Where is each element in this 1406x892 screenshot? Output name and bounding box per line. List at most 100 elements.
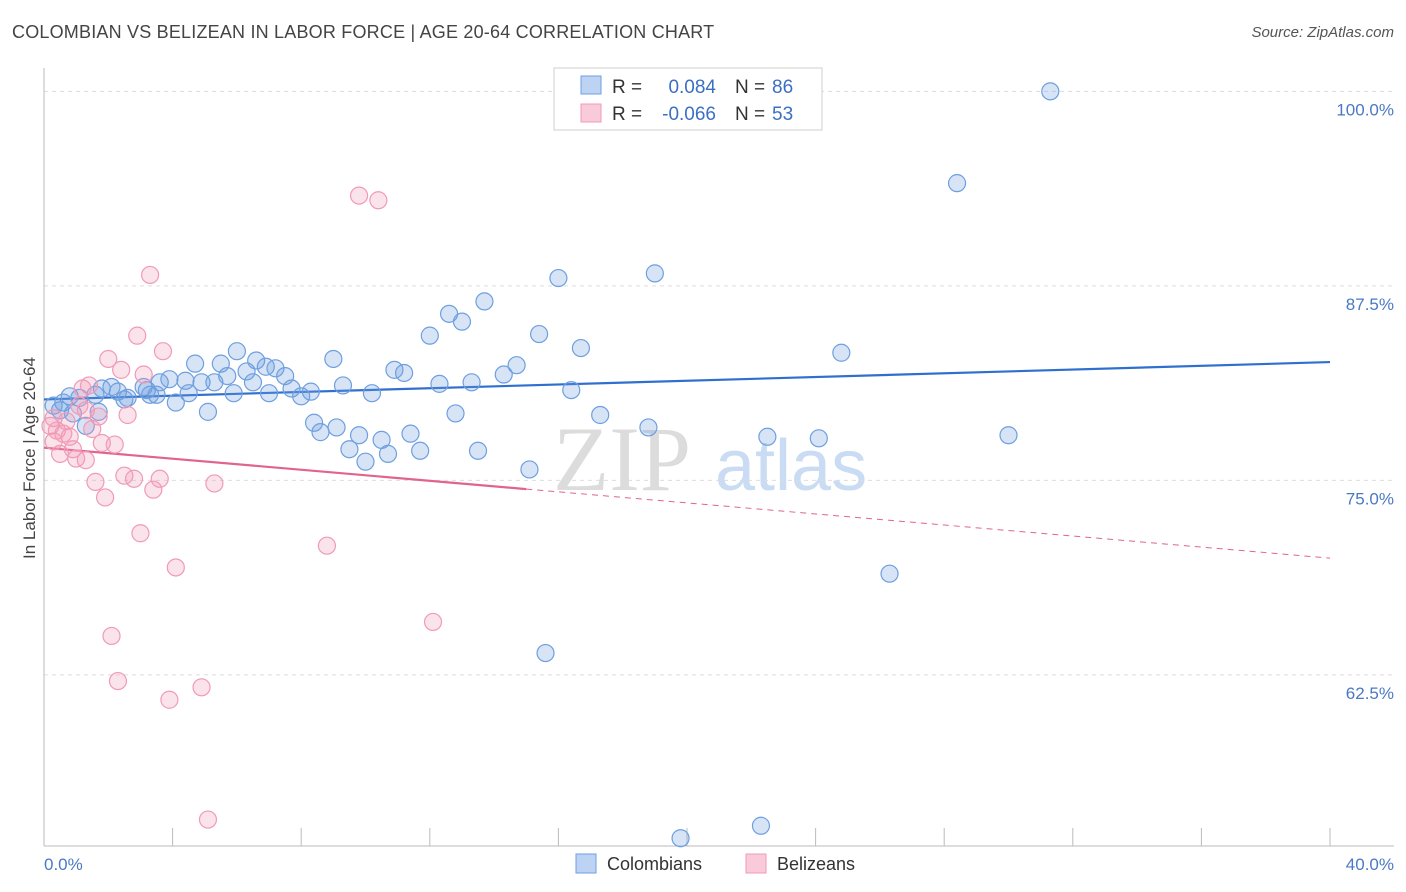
colombian-point-70 xyxy=(562,380,581,400)
colombian-point-48 xyxy=(356,452,375,471)
colombian-point-80 xyxy=(880,564,899,583)
y-axis-label: In Labor Force | Age 20-64 xyxy=(20,357,39,559)
belizean-point-28 xyxy=(128,326,147,345)
colombian-point-18 xyxy=(150,373,169,392)
colombian-point-25 xyxy=(198,402,218,421)
belizean-point-43 xyxy=(423,612,443,632)
source-label: Source: ZipAtlas.com xyxy=(1251,24,1394,41)
colombian-point-69 xyxy=(549,268,568,288)
belizean-point-35 xyxy=(160,690,179,709)
legend-n-label-1: N = xyxy=(735,77,765,98)
colombian-point-62 xyxy=(468,441,488,460)
bottom-legend-colombians: Colombians xyxy=(607,854,702,874)
colombian-point-24 xyxy=(192,373,211,392)
colombian-point-41 xyxy=(304,413,324,432)
belizean-point-38 xyxy=(198,810,218,829)
colombian-point-33 xyxy=(247,351,266,370)
belizean-point-30 xyxy=(134,365,153,384)
colombian-point-52 xyxy=(385,360,404,379)
colombian-point-77 xyxy=(758,427,777,446)
belizean-point-12 xyxy=(76,451,95,470)
trend-line-colombians xyxy=(43,360,1331,401)
colombian-point-79 xyxy=(832,343,851,362)
series-legend: Colombians Belizeans xyxy=(575,853,855,874)
trend-line-belizeans-extension xyxy=(526,488,1331,559)
belizean-point-23 xyxy=(108,671,128,691)
belizean-point-42 xyxy=(369,191,388,210)
colombian-point-59 xyxy=(446,404,465,423)
bottom-legend-swatch-belizeans xyxy=(745,853,767,874)
axes xyxy=(43,68,1394,847)
belizean-point-41 xyxy=(349,186,369,205)
legend-n-label-2: N = xyxy=(735,104,765,125)
watermark-atlas: atlas xyxy=(715,426,867,506)
y-tick-label-1: 87.5% xyxy=(1346,295,1394,314)
colombian-point-82 xyxy=(999,426,1018,445)
colombian-point-72 xyxy=(591,405,610,425)
colombian-point-22 xyxy=(179,384,198,403)
colombian-point-38 xyxy=(282,379,301,398)
belizean-point-6 xyxy=(57,412,76,431)
colombian-point-23 xyxy=(186,354,205,373)
belizean-point-27 xyxy=(124,469,144,488)
data-points xyxy=(41,82,1060,848)
bottom-legend-belizeans: Belizeans xyxy=(777,854,855,874)
legend-r-value-2: -0.066 xyxy=(662,104,716,125)
belizean-point-31 xyxy=(140,265,160,285)
belizean-point-39 xyxy=(205,474,224,493)
legend-r-label-1: R = xyxy=(612,77,642,98)
colombian-point-32 xyxy=(243,373,263,392)
belizean-point-21 xyxy=(102,626,121,646)
belizean-point-29 xyxy=(131,524,150,543)
colombian-point-20 xyxy=(166,393,185,412)
trend-lines xyxy=(43,360,1331,559)
colombian-point-65 xyxy=(507,356,526,375)
colombian-point-13 xyxy=(118,388,137,407)
legend-n-value-1: 86 xyxy=(772,77,793,98)
belizean-point-24 xyxy=(112,360,131,379)
belizean-point-14 xyxy=(79,376,99,395)
colombian-point-78 xyxy=(809,429,828,448)
colombian-point-76 xyxy=(751,816,771,835)
y-tick-label-3: 62.5% xyxy=(1346,684,1394,703)
legend-r-value-1: 0.084 xyxy=(668,77,716,98)
colombian-point-46 xyxy=(340,440,359,459)
colombian-point-54 xyxy=(401,424,420,443)
colombian-point-61 xyxy=(462,373,481,392)
belizean-point-37 xyxy=(192,678,211,697)
colombian-point-43 xyxy=(324,349,343,369)
colombian-point-66 xyxy=(520,460,539,479)
y-tick-labels: 100.0% 87.5% 75.0% 62.5% xyxy=(1336,100,1394,703)
colombian-point-81 xyxy=(947,174,967,193)
legend-swatch-blue xyxy=(580,75,602,95)
colombian-point-53 xyxy=(394,363,414,383)
colombian-point-63 xyxy=(475,292,494,311)
colombian-point-19 xyxy=(160,370,179,389)
legend-r-label-2: R = xyxy=(612,104,642,125)
colombian-point-42 xyxy=(311,423,330,442)
colombian-point-30 xyxy=(227,342,246,361)
bottom-legend-swatch-colombians xyxy=(575,853,597,874)
belizean-point-26 xyxy=(118,405,137,425)
colombian-point-60 xyxy=(452,312,472,331)
colombian-point-64 xyxy=(494,365,513,384)
colombian-point-35 xyxy=(259,384,279,403)
colombian-point-47 xyxy=(349,426,369,445)
chart-title: COLOMBIAN VS BELIZEAN IN LABOR FORCE | A… xyxy=(12,22,715,42)
belizean-point-32 xyxy=(144,480,163,499)
belizean-point-16 xyxy=(86,472,105,491)
colombian-point-36 xyxy=(266,359,285,378)
watermark-zip: ZIP xyxy=(553,408,691,510)
colombian-point-68 xyxy=(536,643,555,663)
colombian-point-16 xyxy=(140,385,160,404)
belizean-point-34 xyxy=(153,342,173,361)
y-tick-label-0: 100.0% xyxy=(1336,100,1394,119)
x-tick-max: 40.0% xyxy=(1346,855,1394,874)
trend-line-belizeans xyxy=(43,446,527,491)
colombian-point-45 xyxy=(333,376,353,395)
colombian-point-83 xyxy=(1041,82,1060,101)
correlation-legend: R = 0.084 N = 86 R = -0.066 N = 53 xyxy=(553,67,823,131)
colombian-point-29 xyxy=(224,384,243,403)
colombian-point-49 xyxy=(362,384,382,403)
belizean-point-19 xyxy=(95,488,115,507)
